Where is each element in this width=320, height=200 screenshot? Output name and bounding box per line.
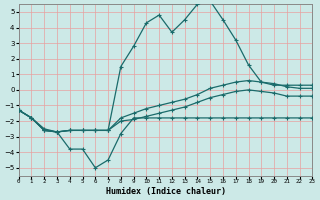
- X-axis label: Humidex (Indice chaleur): Humidex (Indice chaleur): [106, 187, 226, 196]
